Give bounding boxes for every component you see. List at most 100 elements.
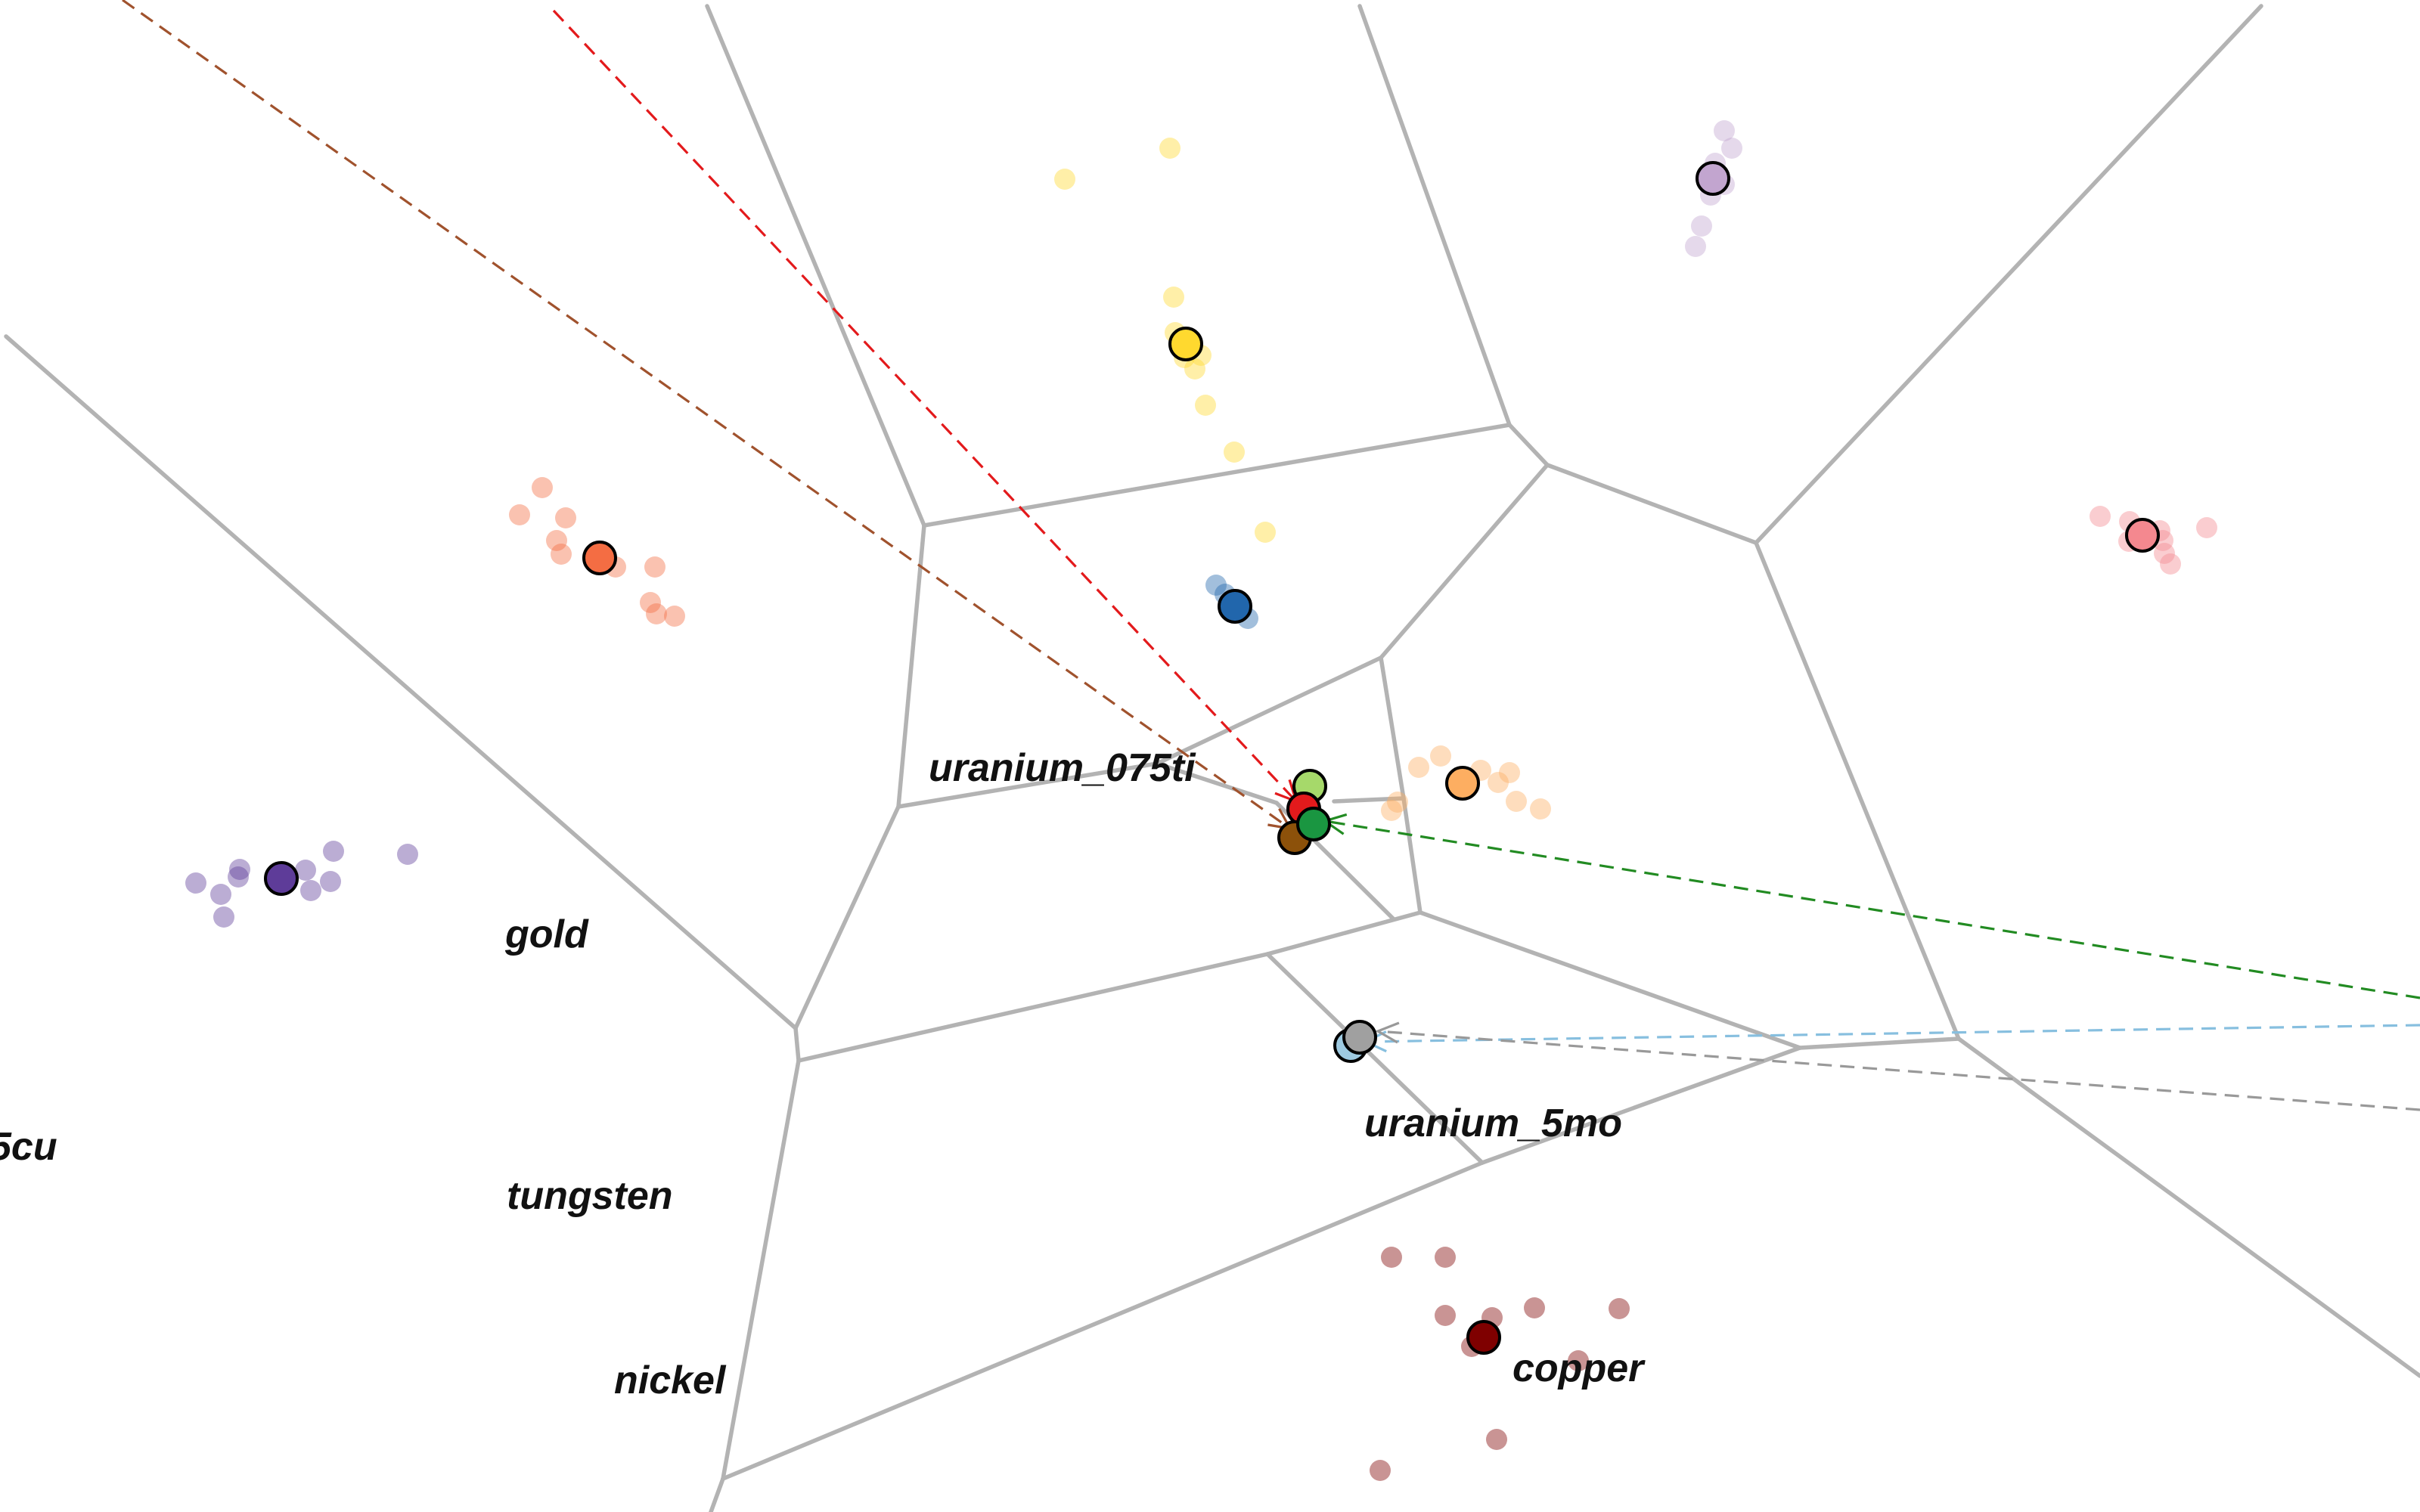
voronoi-edge [1155,655,1383,766]
member-point [640,592,661,613]
member-point [229,859,250,880]
member-point [1163,287,1184,308]
centroid-point [1218,589,1252,624]
member-point [295,860,316,881]
voronoi-edge [1480,1046,1802,1165]
member-point [397,844,418,865]
member-point [1205,575,1227,596]
label-5cu: 5cu [0,1125,57,1169]
member-point [555,507,576,528]
member-point [2196,517,2217,538]
member-point [1224,442,1245,463]
member-point [1054,169,1075,190]
voronoi-edge [1265,952,1485,1165]
voronoi-edge [793,804,901,1030]
voronoi-edge [1754,541,1961,1041]
centroid-point [1445,766,1480,801]
member-point [323,841,344,862]
member-point [1430,745,1451,767]
member-point [1159,138,1181,159]
voronoi-edge [1155,761,1279,805]
member-point [213,906,234,928]
member-point [1506,791,1527,812]
centroid-point [264,861,299,896]
member-point [1408,757,1429,778]
member-point [1721,138,1742,159]
displacement-arrows [122,0,2420,1111]
member-point [1486,1429,1507,1450]
highlight-point [1342,1020,1377,1055]
member-point [1488,772,1509,793]
member-point [2160,553,2181,575]
member-point [185,872,206,894]
arrow-head [1375,1021,1400,1044]
member-point [1714,120,1735,141]
member-point [646,603,667,624]
label-nickel: nickel [614,1359,727,1402]
cluster-members [185,120,2217,1481]
member-point [644,556,666,578]
label-gold: gold [504,912,589,956]
voronoi-edge [4,334,798,1030]
cluster-centroids [264,161,2160,1355]
arrow-line [1377,1030,2420,1111]
member-point [228,866,249,888]
centroid-point [582,541,617,575]
member-point [509,504,530,525]
voronoi-edge [1798,1036,1961,1050]
voronoi-edge [1545,463,1758,545]
member-point [1387,792,1408,813]
label-tungsten: tungsten [507,1174,673,1218]
label-copper: copper [1512,1346,1646,1390]
member-point [2090,506,2111,527]
voronoi-edge [793,1026,801,1063]
member-point [2154,543,2175,564]
member-point [546,530,567,551]
voronoi-edge [1754,4,2263,545]
labels: uranium_075ti gold uranium_5mo tungsten … [0,746,1646,1402]
member-point [1568,1350,1589,1371]
member-point [1524,1297,1545,1318]
member-point [1691,215,1712,237]
voronoi-edge [709,1476,725,1512]
label-uranium-5mo: uranium_5mo [1364,1101,1622,1145]
voronoi-edge [1379,655,1406,801]
voronoi-edge [705,4,926,528]
voronoi-edge [1507,423,1550,467]
member-point [300,880,321,901]
member-point [1435,1305,1456,1326]
voronoi-edge [896,523,926,809]
voronoi-edge [1956,1036,2420,1378]
member-point [1370,1460,1391,1481]
member-point [532,477,553,498]
voronoi-edge [721,1058,801,1481]
voronoi-edge [896,761,1159,809]
member-point [1255,522,1276,543]
voronoi-edge [796,952,1270,1063]
voronoi-edge [1332,796,1406,804]
arrow-line [552,9,1298,803]
label-uranium-075ti: uranium_075ti [929,746,1196,790]
member-point [1685,236,1706,257]
member-point [1530,798,1551,820]
highlighted-points [1277,769,1377,1063]
highlight-point [1296,807,1331,841]
voronoi-edge [1265,910,1423,956]
voronoi-edge [721,1160,1485,1481]
voronoi-edge [1418,910,1802,1050]
arrow-line [1324,820,2420,999]
voronoi-boundaries [4,4,2420,1512]
member-point [320,871,341,892]
member-point [1184,358,1205,380]
voronoi-edge [1401,796,1423,915]
member-point [551,544,572,565]
voronoi-edge [1379,463,1550,660]
centroid-point [1696,161,1730,196]
member-point [1195,395,1216,416]
centroid-point [2125,518,2160,553]
voronoi-edge [922,423,1512,528]
member-point [210,884,231,905]
member-point [664,606,685,627]
member-point [1381,800,1402,821]
